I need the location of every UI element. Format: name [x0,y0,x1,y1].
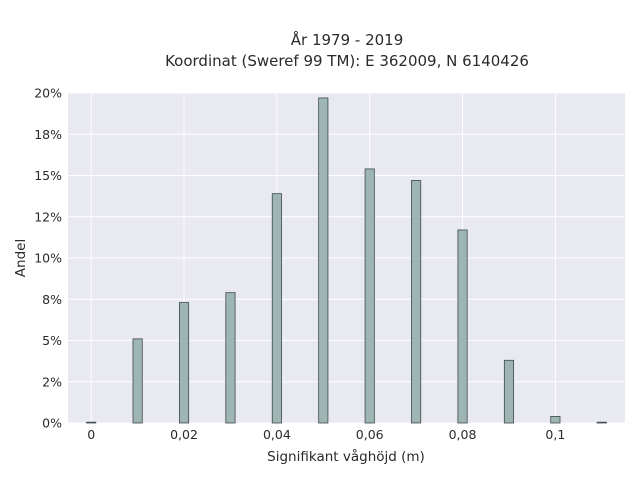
y-tick-label: 12% [34,209,62,224]
histogram-bar [86,421,97,424]
y-gridlines [68,92,625,424]
histogram-bar [132,338,143,424]
y-tick-labels: 0% 2% 5% 8% 10% 12% 15% 18% 20% [34,86,62,431]
histogram-bar [225,292,236,424]
y-tick-label: 20% [34,86,62,101]
x-tick-label: 0,02 [170,427,198,442]
histogram-bar [550,415,561,424]
histogram-bar [411,180,422,424]
histogram-bar [318,97,329,424]
y-tick-label: 15% [34,168,62,183]
chart-title-line1: År 1979 - 2019 [291,30,404,49]
x-tick-label: 0 [87,427,95,442]
y-tick-label: 10% [34,251,62,266]
y-axis-label: Andel [13,239,29,277]
histogram-bar [457,229,468,424]
x-tick-label: 0,06 [356,427,384,442]
y-tick-label: 5% [42,333,62,348]
histogram-bar [178,302,190,424]
x-tick-label: 0,04 [263,427,291,442]
x-tick-labels: 0 0,02 0,04 0,06 0,08 0,1 [87,427,565,442]
bars [86,97,607,424]
x-tick-label: 0,08 [449,427,477,442]
histogram-bar [503,359,515,424]
y-tick-label: 0% [42,416,62,431]
histogram-bar [271,193,282,424]
chart-title-line2: Koordinat (Sweref 99 TM): E 362009, N 61… [165,52,529,70]
x-axis-label: Signifikant våghöjd (m) [267,448,425,465]
histogram-bar [596,421,607,424]
y-tick-label: 18% [34,127,62,142]
x-tick-label: 0,1 [545,427,565,442]
histogram-bar [364,168,375,424]
y-tick-label: 2% [42,374,62,389]
y-tick-label: 8% [42,292,62,307]
